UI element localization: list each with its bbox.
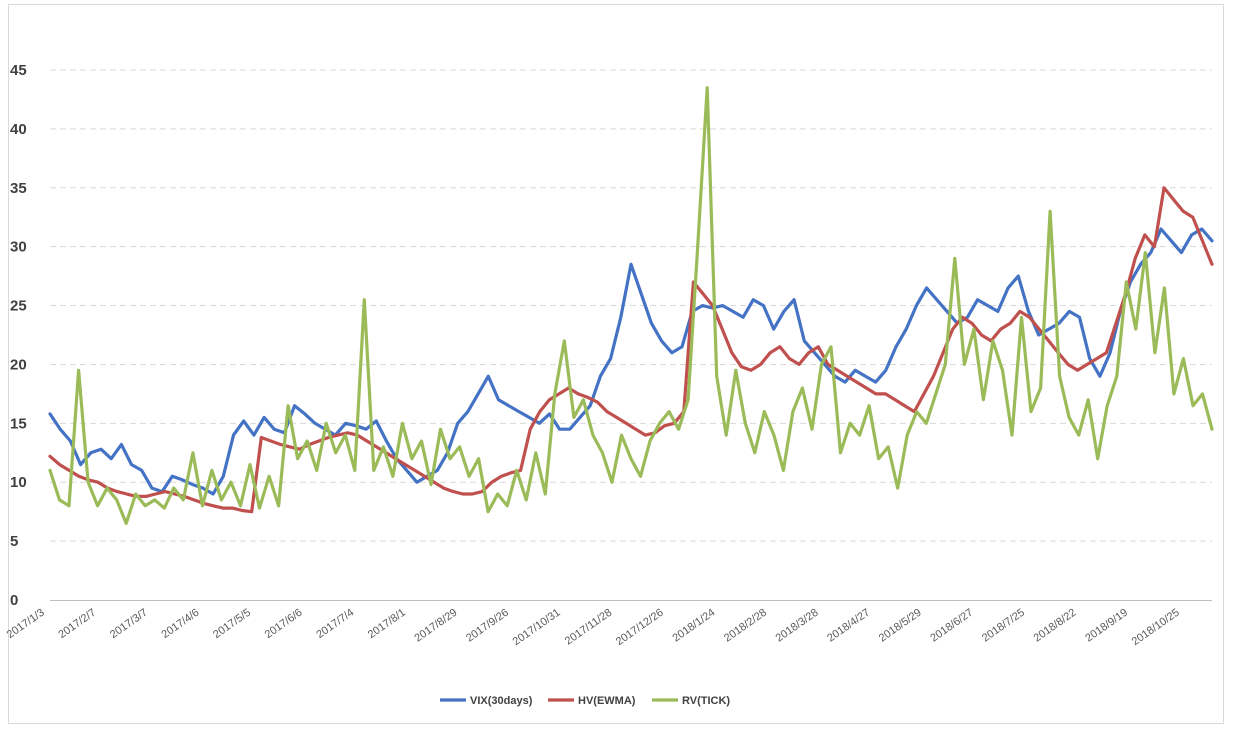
y-tick-label: 30: [10, 239, 27, 256]
y-tick-label: 40: [10, 121, 27, 138]
legend: VIX(30days) HV(EWMA) RV(TICK): [440, 695, 730, 707]
legend-label: HV(EWMA): [578, 695, 636, 707]
x-tick-label: 2017/12/26: [614, 607, 666, 648]
x-tick-label: 2017/8/1: [366, 607, 408, 641]
series-lines: [48, 86, 1214, 526]
x-tick-label: 2017/3/7: [108, 607, 150, 641]
x-tick-label: 2018/6/27: [928, 607, 975, 645]
x-tick-label: 2018/10/25: [1130, 607, 1182, 648]
series-line-vix-30days: [48, 227, 1214, 496]
x-tick-label: 2017/7/4: [314, 607, 356, 641]
x-tick-label: 2018/1/24: [670, 607, 717, 645]
x-tick-label: 2017/8/29: [412, 607, 459, 645]
x-tick-label: 2017/4/6: [160, 607, 202, 641]
y-tick-label: 20: [10, 356, 27, 373]
x-tick-label: 2017/5/5: [211, 607, 253, 641]
y-tick-label: 5: [10, 533, 18, 550]
y-axis-ticks: 0 5 10 15 20 25 30 35 40 45: [10, 62, 27, 609]
x-tick-label: 2018/4/27: [825, 607, 872, 645]
x-tick-label: 2017/2/7: [56, 607, 98, 641]
y-tick-label: 25: [10, 298, 27, 315]
grid-lines: [50, 69, 1212, 542]
y-tick-label: 15: [10, 415, 27, 432]
x-tick-label: 2018/3/28: [774, 607, 821, 645]
x-tick-label: 2017/9/26: [464, 607, 511, 645]
x-tick-label: 2018/7/25: [980, 607, 1027, 645]
x-tick-label: 2018/9/19: [1083, 607, 1130, 645]
legend-label: RV(TICK): [682, 695, 730, 707]
y-tick-label: 10: [10, 474, 27, 491]
legend-label: VIX(30days): [470, 695, 533, 707]
x-tick-label: 2017/1/3: [5, 607, 47, 641]
y-tick-label: 35: [10, 180, 27, 197]
x-tick-label: 2017/11/28: [563, 607, 614, 648]
x-tick-label: 2017/6/6: [263, 607, 305, 641]
x-tick-label: 2018/2/28: [722, 607, 769, 645]
y-tick-label: 0: [10, 592, 18, 609]
x-tick-label: 2018/5/29: [877, 607, 924, 645]
x-tick-label: 2017/10/31: [511, 607, 563, 648]
x-tick-label: 2018/8/22: [1032, 607, 1079, 645]
y-tick-label: 45: [10, 62, 27, 79]
series-line-hv-ewma: [48, 186, 1214, 514]
x-axis-ticks: 2017/1/3 2017/2/7 2017/3/7 2017/4/6 2017/5/5…: [5, 607, 1182, 648]
series-line-rv-tick: [48, 86, 1214, 526]
